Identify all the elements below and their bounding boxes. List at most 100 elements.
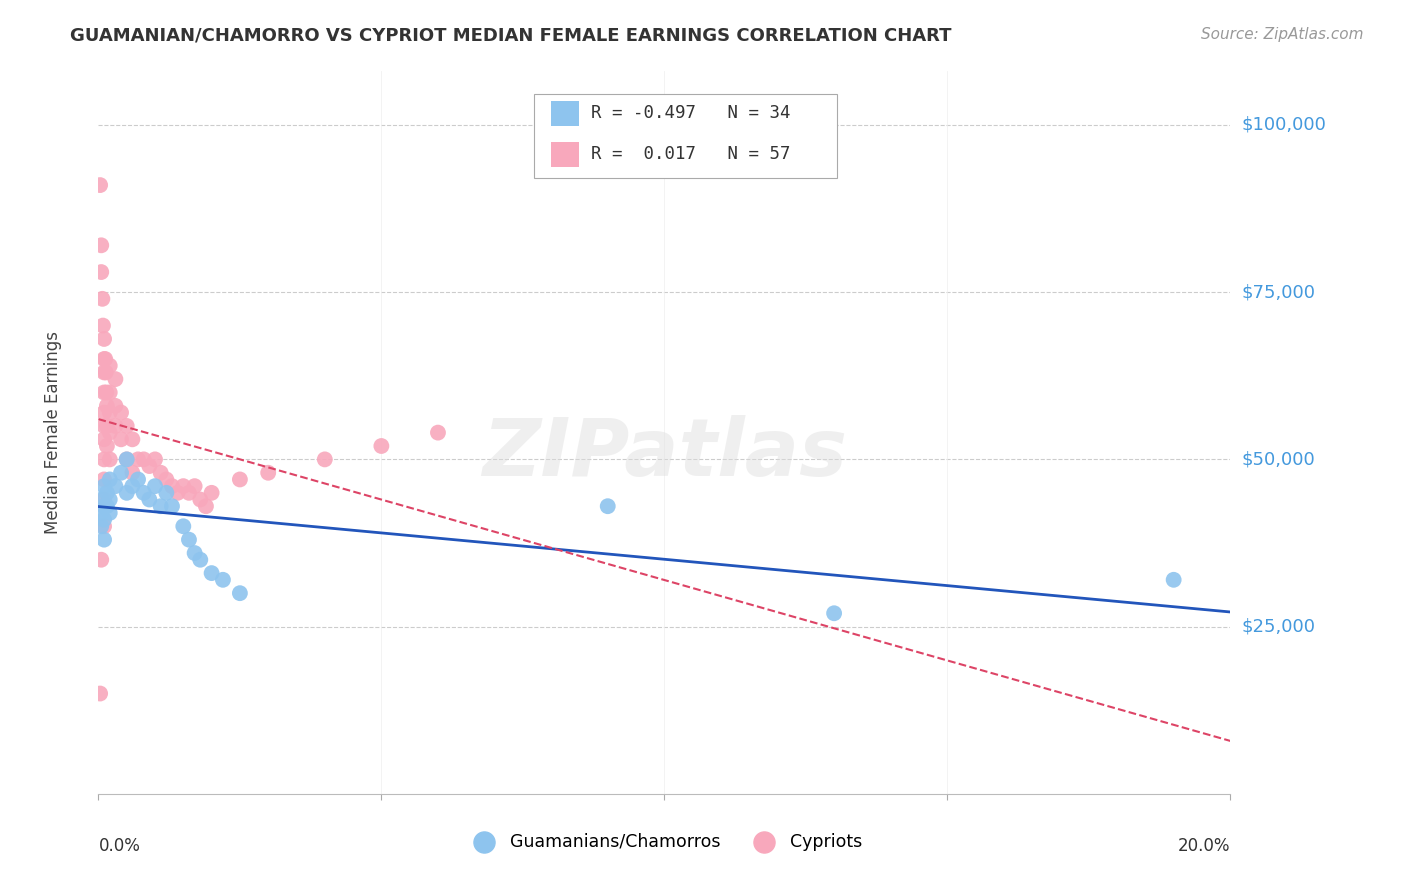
Point [96, 439, 118, 453]
Point [110, 433, 132, 447]
Point [121, 479, 143, 493]
Point [93, 500, 115, 514]
Point [149, 500, 172, 514]
Point [93, 519, 115, 533]
Point [1163, 573, 1185, 587]
Point [90, 265, 112, 279]
Point [110, 405, 132, 420]
Point [93, 352, 115, 367]
Text: $75,000: $75,000 [1241, 283, 1316, 301]
Point [314, 452, 336, 467]
Point [596, 500, 619, 514]
Point [90, 492, 112, 507]
Point [98, 506, 121, 520]
Point [93, 479, 115, 493]
Point [104, 419, 127, 434]
Point [104, 372, 127, 386]
Point [96, 485, 118, 500]
Point [93, 419, 115, 434]
Point [90, 238, 112, 252]
Point [194, 500, 217, 514]
Point [91, 318, 114, 333]
Text: ZIPatlas: ZIPatlas [482, 416, 846, 493]
Point [155, 485, 177, 500]
Point [160, 479, 183, 493]
Point [93, 385, 115, 400]
Point [115, 485, 138, 500]
Point [177, 533, 200, 547]
Point [172, 479, 194, 493]
Point [201, 566, 224, 581]
Point [127, 452, 149, 467]
Point [115, 452, 138, 467]
Point [229, 586, 252, 600]
Point [183, 546, 205, 560]
Point [93, 533, 115, 547]
Point [98, 385, 121, 400]
Point [93, 366, 115, 380]
Point [93, 492, 115, 507]
Text: $50,000: $50,000 [1241, 450, 1315, 468]
Point [427, 425, 450, 440]
Point [127, 473, 149, 487]
Point [93, 473, 115, 487]
Point [229, 473, 252, 487]
Point [96, 419, 118, 434]
Point [823, 607, 845, 621]
Point [98, 405, 121, 420]
Point [188, 552, 211, 567]
Point [98, 359, 121, 373]
Point [94, 366, 117, 380]
Point [132, 485, 155, 500]
Point [96, 399, 118, 413]
Point [143, 452, 166, 467]
Point [93, 433, 115, 447]
Point [96, 500, 118, 514]
Point [93, 332, 115, 346]
Point [155, 473, 177, 487]
Point [121, 466, 143, 480]
Point [98, 492, 121, 507]
Text: 20.0%: 20.0% [1178, 838, 1230, 855]
Point [143, 479, 166, 493]
Point [115, 452, 138, 467]
Point [188, 492, 211, 507]
Text: R = -0.497   N = 34: R = -0.497 N = 34 [591, 104, 790, 122]
Point [98, 425, 121, 440]
Text: R =  0.017   N = 57: R = 0.017 N = 57 [591, 145, 790, 163]
Point [93, 452, 115, 467]
Point [98, 473, 121, 487]
Point [172, 519, 194, 533]
Point [115, 419, 138, 434]
Text: GUAMANIAN/CHAMORRO VS CYPRIOT MEDIAN FEMALE EARNINGS CORRELATION CHART: GUAMANIAN/CHAMORRO VS CYPRIOT MEDIAN FEM… [70, 27, 952, 45]
Point [94, 352, 117, 367]
Point [160, 500, 183, 514]
Point [104, 399, 127, 413]
Point [91, 292, 114, 306]
Point [149, 466, 172, 480]
Point [89, 687, 111, 701]
Legend: Guamanians/Chamorros, Cypriots: Guamanians/Chamorros, Cypriots [460, 826, 869, 857]
Text: $25,000: $25,000 [1241, 617, 1316, 636]
Point [138, 492, 160, 507]
Point [212, 573, 235, 587]
Point [93, 405, 115, 420]
Point [201, 485, 224, 500]
Point [370, 439, 392, 453]
Point [96, 385, 118, 400]
Point [98, 452, 121, 467]
Point [90, 506, 112, 520]
Point [89, 178, 111, 193]
Text: 0.0%: 0.0% [98, 838, 141, 855]
Text: $100,000: $100,000 [1241, 116, 1326, 134]
Point [121, 433, 143, 447]
Point [166, 485, 188, 500]
Point [132, 452, 155, 467]
Point [110, 466, 132, 480]
Text: Source: ZipAtlas.com: Source: ZipAtlas.com [1201, 27, 1364, 42]
Point [177, 485, 200, 500]
Point [257, 466, 280, 480]
Point [183, 479, 205, 493]
Point [90, 519, 112, 533]
Text: Median Female Earnings: Median Female Earnings [44, 331, 62, 534]
